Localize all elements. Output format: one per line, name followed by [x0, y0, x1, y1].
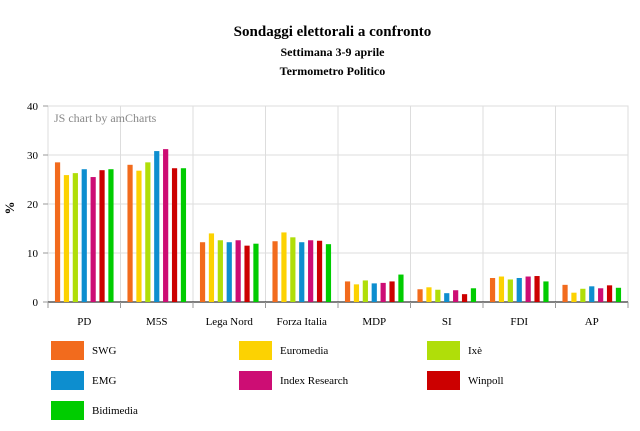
bar: [108, 169, 114, 302]
bar: [534, 276, 540, 302]
bar: [371, 283, 377, 302]
y-tick-label: 30: [27, 150, 39, 162]
bar: [389, 281, 395, 302]
bar: [272, 241, 278, 302]
bar: [72, 173, 78, 302]
bar: [325, 244, 332, 302]
y-axis-label: %: [2, 202, 17, 215]
bar: [589, 286, 595, 302]
bar: [516, 277, 522, 302]
bar: [299, 242, 305, 302]
x-tick-label: SI: [442, 316, 452, 328]
bar: [308, 240, 314, 302]
bar: [580, 288, 586, 302]
y-tick-label: 10: [27, 248, 39, 260]
bar: [444, 293, 450, 302]
legend-swatch: [51, 401, 84, 420]
bar: [154, 151, 160, 302]
bar: [199, 242, 206, 302]
x-tick-label: PD: [77, 316, 91, 328]
x-tick-label: M5S: [146, 316, 167, 328]
x-tick-label: Lega Nord: [206, 316, 254, 328]
bar: [180, 168, 187, 302]
bar: [435, 289, 441, 302]
bar: [235, 240, 241, 302]
bar: [598, 288, 604, 302]
bar: [470, 288, 477, 302]
bar: [571, 292, 577, 302]
legend-label: Euromedia: [280, 344, 329, 357]
bar: [136, 170, 142, 302]
x-tick-label: MDP: [362, 316, 386, 328]
legend-item[interactable]: Winpoll: [427, 371, 504, 390]
legend-item[interactable]: SWG: [51, 341, 116, 360]
y-tick-label: 0: [33, 297, 39, 309]
bar: [543, 281, 549, 302]
x-tick-label: FDI: [510, 316, 528, 328]
legend-label: Index Research: [280, 374, 349, 387]
legend-label: Winpoll: [468, 374, 504, 387]
bar: [63, 175, 70, 302]
bar: [99, 170, 105, 302]
legend-item[interactable]: EMG: [51, 371, 116, 390]
chart-title-block: Sondaggi elettorali a confronto Settiman…: [0, 22, 640, 81]
amcharts-watermark: JS chart by amCharts: [54, 111, 157, 125]
bar: [163, 149, 169, 302]
legend-label: Bidimedia: [92, 404, 138, 417]
legend-swatch: [427, 371, 460, 390]
bar: [208, 233, 215, 302]
legend-item[interactable]: Euromedia: [239, 341, 328, 360]
bar: [226, 242, 232, 302]
bar: [426, 287, 432, 302]
bar: [353, 284, 360, 302]
bar: [453, 290, 459, 302]
legend-label: EMG: [92, 374, 117, 387]
chart-subtitle: Settimana 3-9 aprile: [280, 45, 385, 59]
bar: [145, 162, 151, 302]
bar: [615, 287, 622, 302]
bar: [253, 243, 259, 302]
bar: [344, 281, 351, 302]
chart-source: Termometro Politico: [279, 64, 386, 78]
legend-label: SWG: [92, 344, 117, 357]
legend-label: Ixè: [468, 344, 483, 357]
bar: [489, 277, 496, 302]
bar: [562, 284, 568, 302]
x-tick-label: Forza Italia: [277, 316, 328, 328]
bar: [127, 164, 133, 302]
bar: [316, 240, 323, 302]
bar: [81, 169, 87, 302]
legend-swatch: [239, 371, 272, 390]
y-tick-label: 40: [27, 101, 39, 113]
bar: [417, 289, 423, 302]
legend-item[interactable]: Index Research: [239, 371, 348, 390]
legend-swatch: [51, 371, 84, 390]
bar: [217, 240, 223, 302]
bar: [461, 294, 468, 302]
bar: [290, 237, 296, 302]
x-tick-label: AP: [585, 316, 599, 328]
bar: [525, 276, 531, 302]
legend-item[interactable]: Bidimedia: [51, 401, 138, 420]
bar: [90, 177, 96, 302]
bar: [606, 285, 613, 302]
bar: [398, 274, 404, 302]
legend-swatch: [427, 341, 460, 360]
bar: [54, 162, 61, 302]
legend-item[interactable]: Ixè: [427, 341, 482, 360]
bar: [171, 168, 178, 302]
bar: [498, 276, 505, 302]
y-tick-label: 20: [27, 199, 39, 211]
bar: [244, 245, 250, 302]
chart-title: Sondaggi elettorali a confronto: [233, 24, 432, 40]
bar: [281, 232, 287, 302]
legend-swatch: [239, 341, 272, 360]
bar: [362, 280, 368, 302]
legend-swatch: [51, 341, 84, 360]
bar: [507, 279, 513, 302]
bar: [380, 282, 386, 302]
